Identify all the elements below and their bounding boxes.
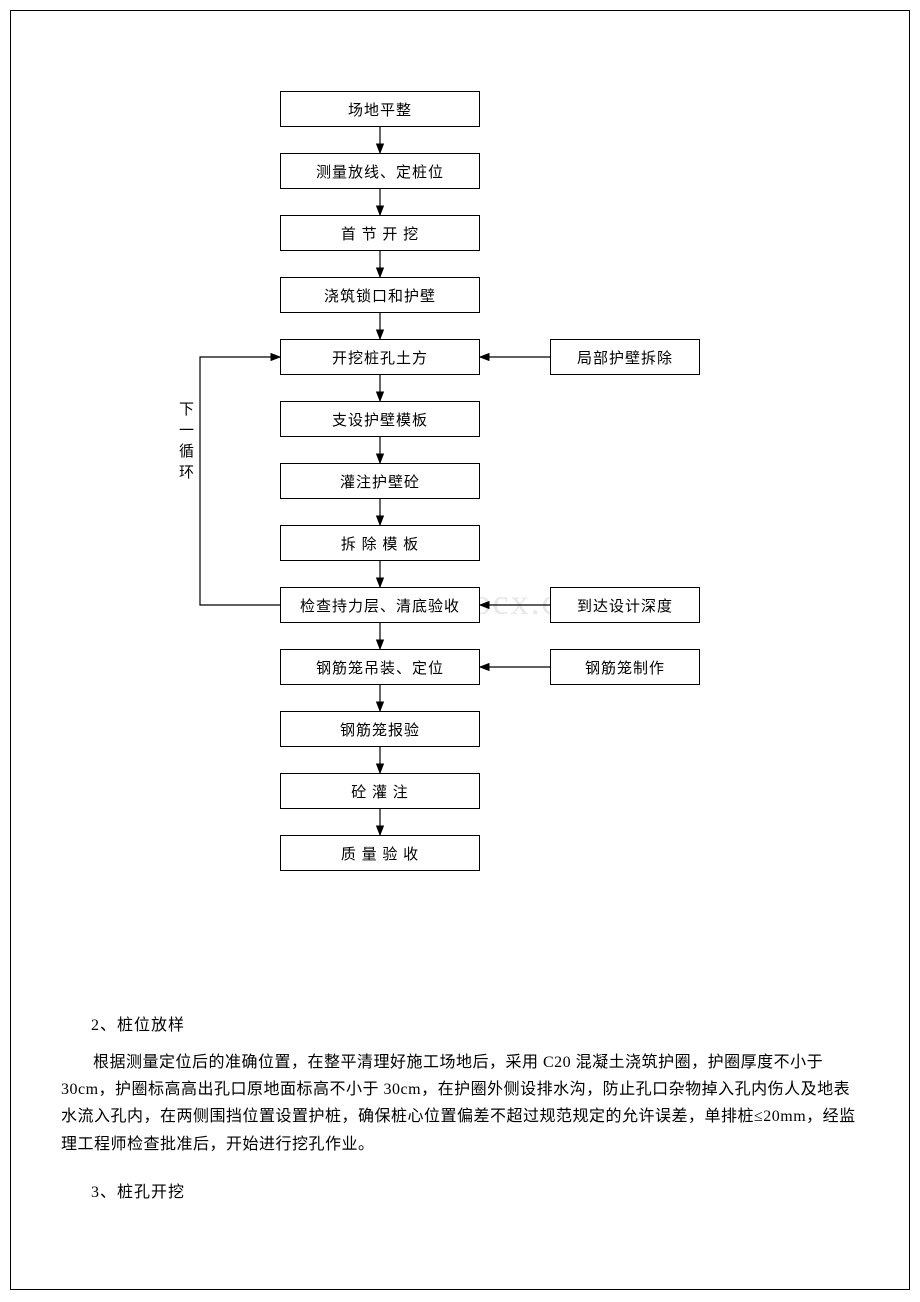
flow-node-n5: 开挖桩孔土方 — [280, 339, 480, 375]
section-2-body: 根据测量定位后的准确位置，在整平清理好施工场地后，采用 C20 混凝土浇筑护圈，… — [61, 1049, 859, 1158]
flow-side-node-s2: 到达设计深度 — [550, 587, 700, 623]
flow-node-n12: 砼 灌 注 — [280, 773, 480, 809]
section-3-title: 3、桩孔开挖 — [91, 1178, 859, 1202]
flow-node-n11: 钢筋笼报验 — [280, 711, 480, 747]
flow-node-n10: 钢筋笼吊装、定位 — [280, 649, 480, 685]
flow-node-n7: 灌注护壁砼 — [280, 463, 480, 499]
flow-node-n4: 浇筑锁口和护壁 — [280, 277, 480, 313]
flow-node-n6: 支设护壁模板 — [280, 401, 480, 437]
flow-side-node-s3: 钢筋笼制作 — [550, 649, 700, 685]
flow-node-n9: 检查持力层、清底验收 — [280, 587, 480, 623]
flow-node-n13: 质 量 验 收 — [280, 835, 480, 871]
flow-node-n3: 首 节 开 挖 — [280, 215, 480, 251]
flow-node-n1: 场地平整 — [280, 91, 480, 127]
section-2-title: 2、桩位放样 — [91, 1011, 859, 1035]
flow-node-n2: 测量放线、定桩位 — [280, 153, 480, 189]
flow-side-node-s1: 局部护壁拆除 — [550, 339, 700, 375]
document-text: 2、桩位放样 根据测量定位后的准确位置，在整平清理好施工场地后，采用 C20 混… — [41, 1011, 879, 1202]
flow-node-n8: 拆 除 模 板 — [280, 525, 480, 561]
